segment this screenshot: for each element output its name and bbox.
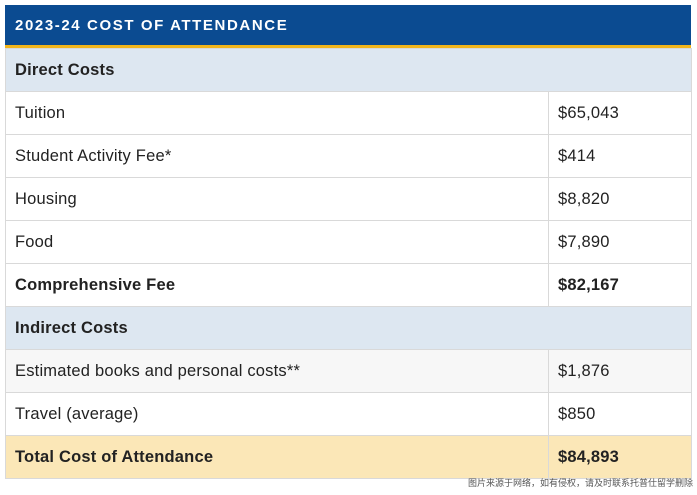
table-row-housing: Housing $8,820 bbox=[5, 177, 693, 221]
watermark-text: 图片来源于网络，如有侵权，请及时联系托普仕留学删除 bbox=[467, 479, 693, 489]
row-label: Food bbox=[5, 220, 549, 264]
section-row-indirect-costs: Indirect Costs bbox=[4, 306, 693, 350]
table-row-travel: Travel (average) $850 bbox=[5, 392, 693, 436]
row-label: Estimated books and personal costs** bbox=[5, 349, 549, 393]
row-value: $65,043 bbox=[547, 91, 693, 135]
row-value: $1,876 bbox=[547, 349, 693, 393]
section-label-indirect-costs: Indirect Costs bbox=[4, 306, 693, 350]
section-label-direct-costs: Direct Costs bbox=[4, 48, 693, 92]
table-row-total: Total Cost of Attendance $84,893 bbox=[5, 435, 693, 479]
table-title: 2023-24 COST OF ATTENDANCE bbox=[15, 16, 289, 34]
table-row-books-personal: Estimated books and personal costs** $1,… bbox=[5, 349, 693, 393]
row-label: Total Cost of Attendance bbox=[5, 435, 549, 479]
row-label: Housing bbox=[5, 177, 549, 221]
section-row-direct-costs: Direct Costs bbox=[4, 48, 693, 92]
row-value: $84,893 bbox=[547, 435, 693, 479]
row-value: $850 bbox=[547, 392, 693, 436]
row-label: Travel (average) bbox=[5, 392, 549, 436]
table-row-comprehensive-fee: Comprehensive Fee $82,167 bbox=[5, 263, 693, 307]
row-label: Student Activity Fee* bbox=[5, 134, 549, 178]
row-value: $414 bbox=[547, 134, 693, 178]
row-label: Tuition bbox=[5, 91, 549, 135]
table-title-bar: 2023-24 COST OF ATTENDANCE bbox=[5, 5, 691, 48]
row-value: $82,167 bbox=[547, 263, 693, 307]
table-row-student-activity-fee: Student Activity Fee* $414 bbox=[5, 134, 693, 178]
cost-of-attendance-table: 2023-24 COST OF ATTENDANCE Direct Costs … bbox=[4, 5, 693, 479]
row-value: $7,890 bbox=[547, 220, 693, 264]
cost-table: Direct Costs Tuition $65,043 Student Act… bbox=[4, 48, 693, 479]
table-row-tuition: Tuition $65,043 bbox=[5, 91, 693, 135]
table-row-food: Food $7,890 bbox=[5, 220, 693, 264]
row-value: $8,820 bbox=[547, 177, 693, 221]
row-label: Comprehensive Fee bbox=[5, 263, 549, 307]
